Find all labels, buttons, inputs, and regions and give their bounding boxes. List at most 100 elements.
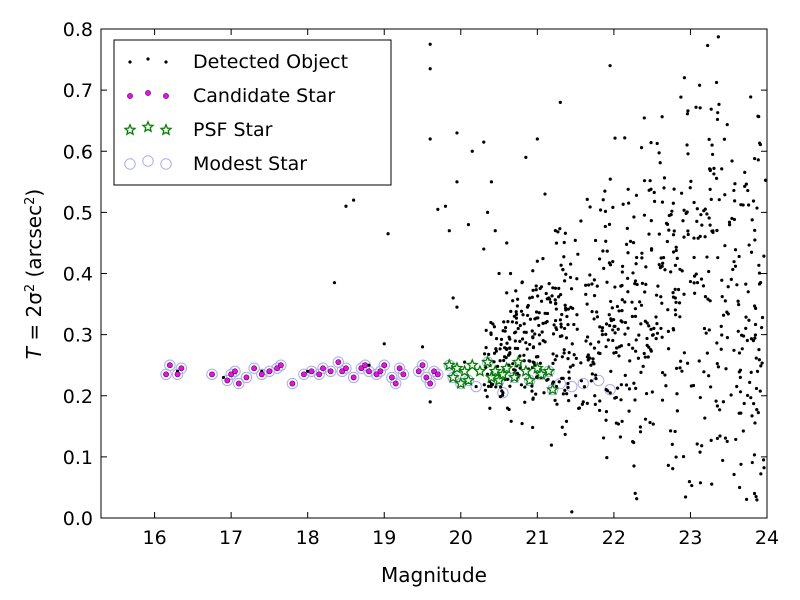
point-detected-object [654, 293, 659, 297]
point-detected-object [647, 345, 651, 349]
point-detected-object [533, 332, 537, 336]
point-detected-object [509, 419, 513, 423]
point-detected-object [703, 207, 707, 211]
point-detected-object [662, 176, 667, 180]
y-tick-label: 0.7 [63, 80, 93, 102]
point-detected-object [695, 219, 699, 223]
point-detected-object [715, 404, 719, 408]
point-psf-star [473, 364, 487, 377]
point-psf-star [530, 361, 544, 374]
point-detected-object [709, 385, 713, 389]
point-detected-object [551, 286, 555, 290]
point-detected-object [760, 325, 764, 330]
point-detected-object [531, 288, 535, 292]
point-detected-object [505, 341, 509, 345]
point-detected-object [738, 390, 743, 394]
point-detected-object [753, 156, 757, 161]
point-detected-object [535, 259, 539, 263]
point-detected-object [613, 285, 617, 289]
point-detected-object [647, 324, 651, 328]
point-detected-object [536, 354, 540, 359]
point-detected-object [598, 325, 602, 329]
point-detected-object [633, 307, 637, 311]
point-detected-object [674, 245, 678, 249]
point-psf-star [542, 364, 556, 377]
point-detected-object [559, 263, 563, 267]
point-detected-object [675, 392, 679, 396]
point-detected-object [750, 414, 754, 418]
point-detected-object [494, 336, 499, 341]
point-detected-object [747, 318, 751, 322]
point-detected-object [707, 374, 711, 378]
point-detected-object [522, 353, 526, 357]
point-detected-object [661, 261, 665, 265]
y-axis-title-mid: = 2σ [22, 292, 46, 347]
point-detected-object [752, 304, 757, 308]
point-detected-object [552, 323, 556, 327]
point-detected-object [731, 267, 735, 272]
point-detected-object [708, 299, 712, 303]
point-detected-object [641, 364, 645, 368]
point-detected-object [698, 395, 702, 400]
point-modest-star [397, 368, 410, 381]
point-modest-star [171, 368, 184, 381]
point-detected-object [746, 290, 750, 294]
point-detected-object [555, 402, 559, 406]
point-detected-object [607, 222, 612, 227]
point-detected-object [563, 279, 567, 283]
point-detected-object [614, 350, 618, 355]
point-detected-object [531, 336, 535, 340]
legend-entry: Candidate Star [127, 85, 335, 107]
point-candidate-star [289, 380, 296, 387]
point-detected-object [451, 296, 455, 300]
point-detected-object [567, 399, 571, 403]
point-detected-object [707, 269, 711, 274]
point-detected-object [574, 394, 578, 398]
point-detected-object [682, 76, 687, 80]
point-detected-object [719, 324, 723, 328]
y-tick-label: 0.2 [63, 386, 93, 408]
point-detected-object [675, 409, 679, 413]
y-tick-label: 0.6 [63, 141, 93, 163]
point-modest-star [386, 371, 398, 384]
point-detected-object [737, 370, 741, 374]
point-detected-object [643, 290, 647, 294]
point-detected-object [673, 263, 678, 267]
point-detected-object [642, 351, 646, 356]
point-detected-object [677, 301, 682, 305]
point-candidate-star [228, 371, 235, 378]
point-detected-object [733, 264, 738, 268]
point-psf-star [454, 376, 468, 390]
point-detected-object [750, 218, 754, 222]
point-detected-object [712, 166, 716, 170]
point-detected-object [503, 325, 508, 330]
point-detected-object [647, 232, 651, 236]
point-detected-object [630, 300, 634, 304]
point-detected-object [558, 227, 562, 231]
point-detected-object [554, 241, 559, 245]
point-detected-object [603, 224, 607, 229]
point-detected-object [535, 137, 539, 141]
y-axis-title-unit: (arcsec [22, 205, 46, 284]
point-detected-object [436, 207, 440, 211]
point-detected-object [706, 43, 710, 48]
point-detected-object [597, 340, 601, 344]
point-detected-object [705, 351, 709, 355]
point-detected-object [516, 297, 520, 301]
point-detected-object [674, 300, 678, 304]
point-detected-object [536, 294, 540, 298]
point-detected-object [655, 331, 660, 335]
point-detected-object [633, 314, 638, 319]
point-detected-object [562, 351, 566, 355]
point-detected-object [524, 341, 528, 345]
point-candidate-star [358, 365, 365, 372]
point-detected-object [501, 393, 505, 397]
point-detected-object [608, 177, 612, 181]
point-detected-object [689, 384, 693, 388]
point-detected-object [727, 220, 732, 224]
point-detected-object [714, 176, 719, 180]
point-detected-object [639, 146, 644, 150]
point-candidate-star [251, 365, 258, 372]
legend-marker [145, 90, 151, 96]
point-detected-object [557, 295, 561, 299]
